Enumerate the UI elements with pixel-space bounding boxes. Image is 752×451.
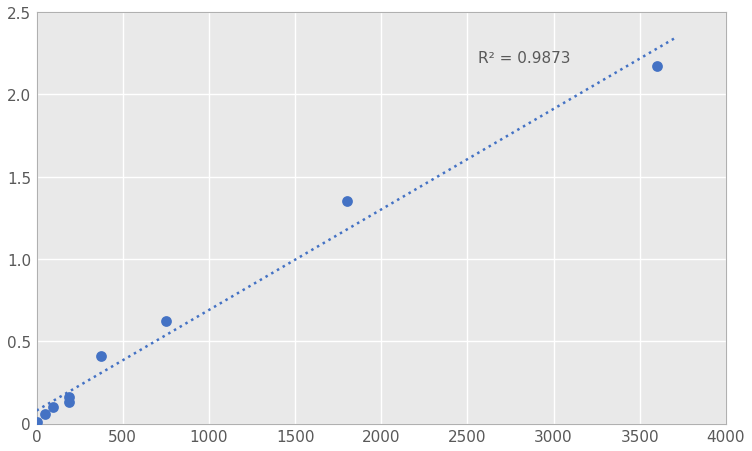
Point [651,64,663,71]
Point [341,198,353,205]
Point [160,318,172,325]
Point [31,419,43,426]
Point [63,399,75,406]
Point [38,410,50,417]
Point [47,404,59,411]
Point [63,394,75,401]
Point [96,353,108,360]
Text: R² = 0.9873: R² = 0.9873 [478,51,570,65]
